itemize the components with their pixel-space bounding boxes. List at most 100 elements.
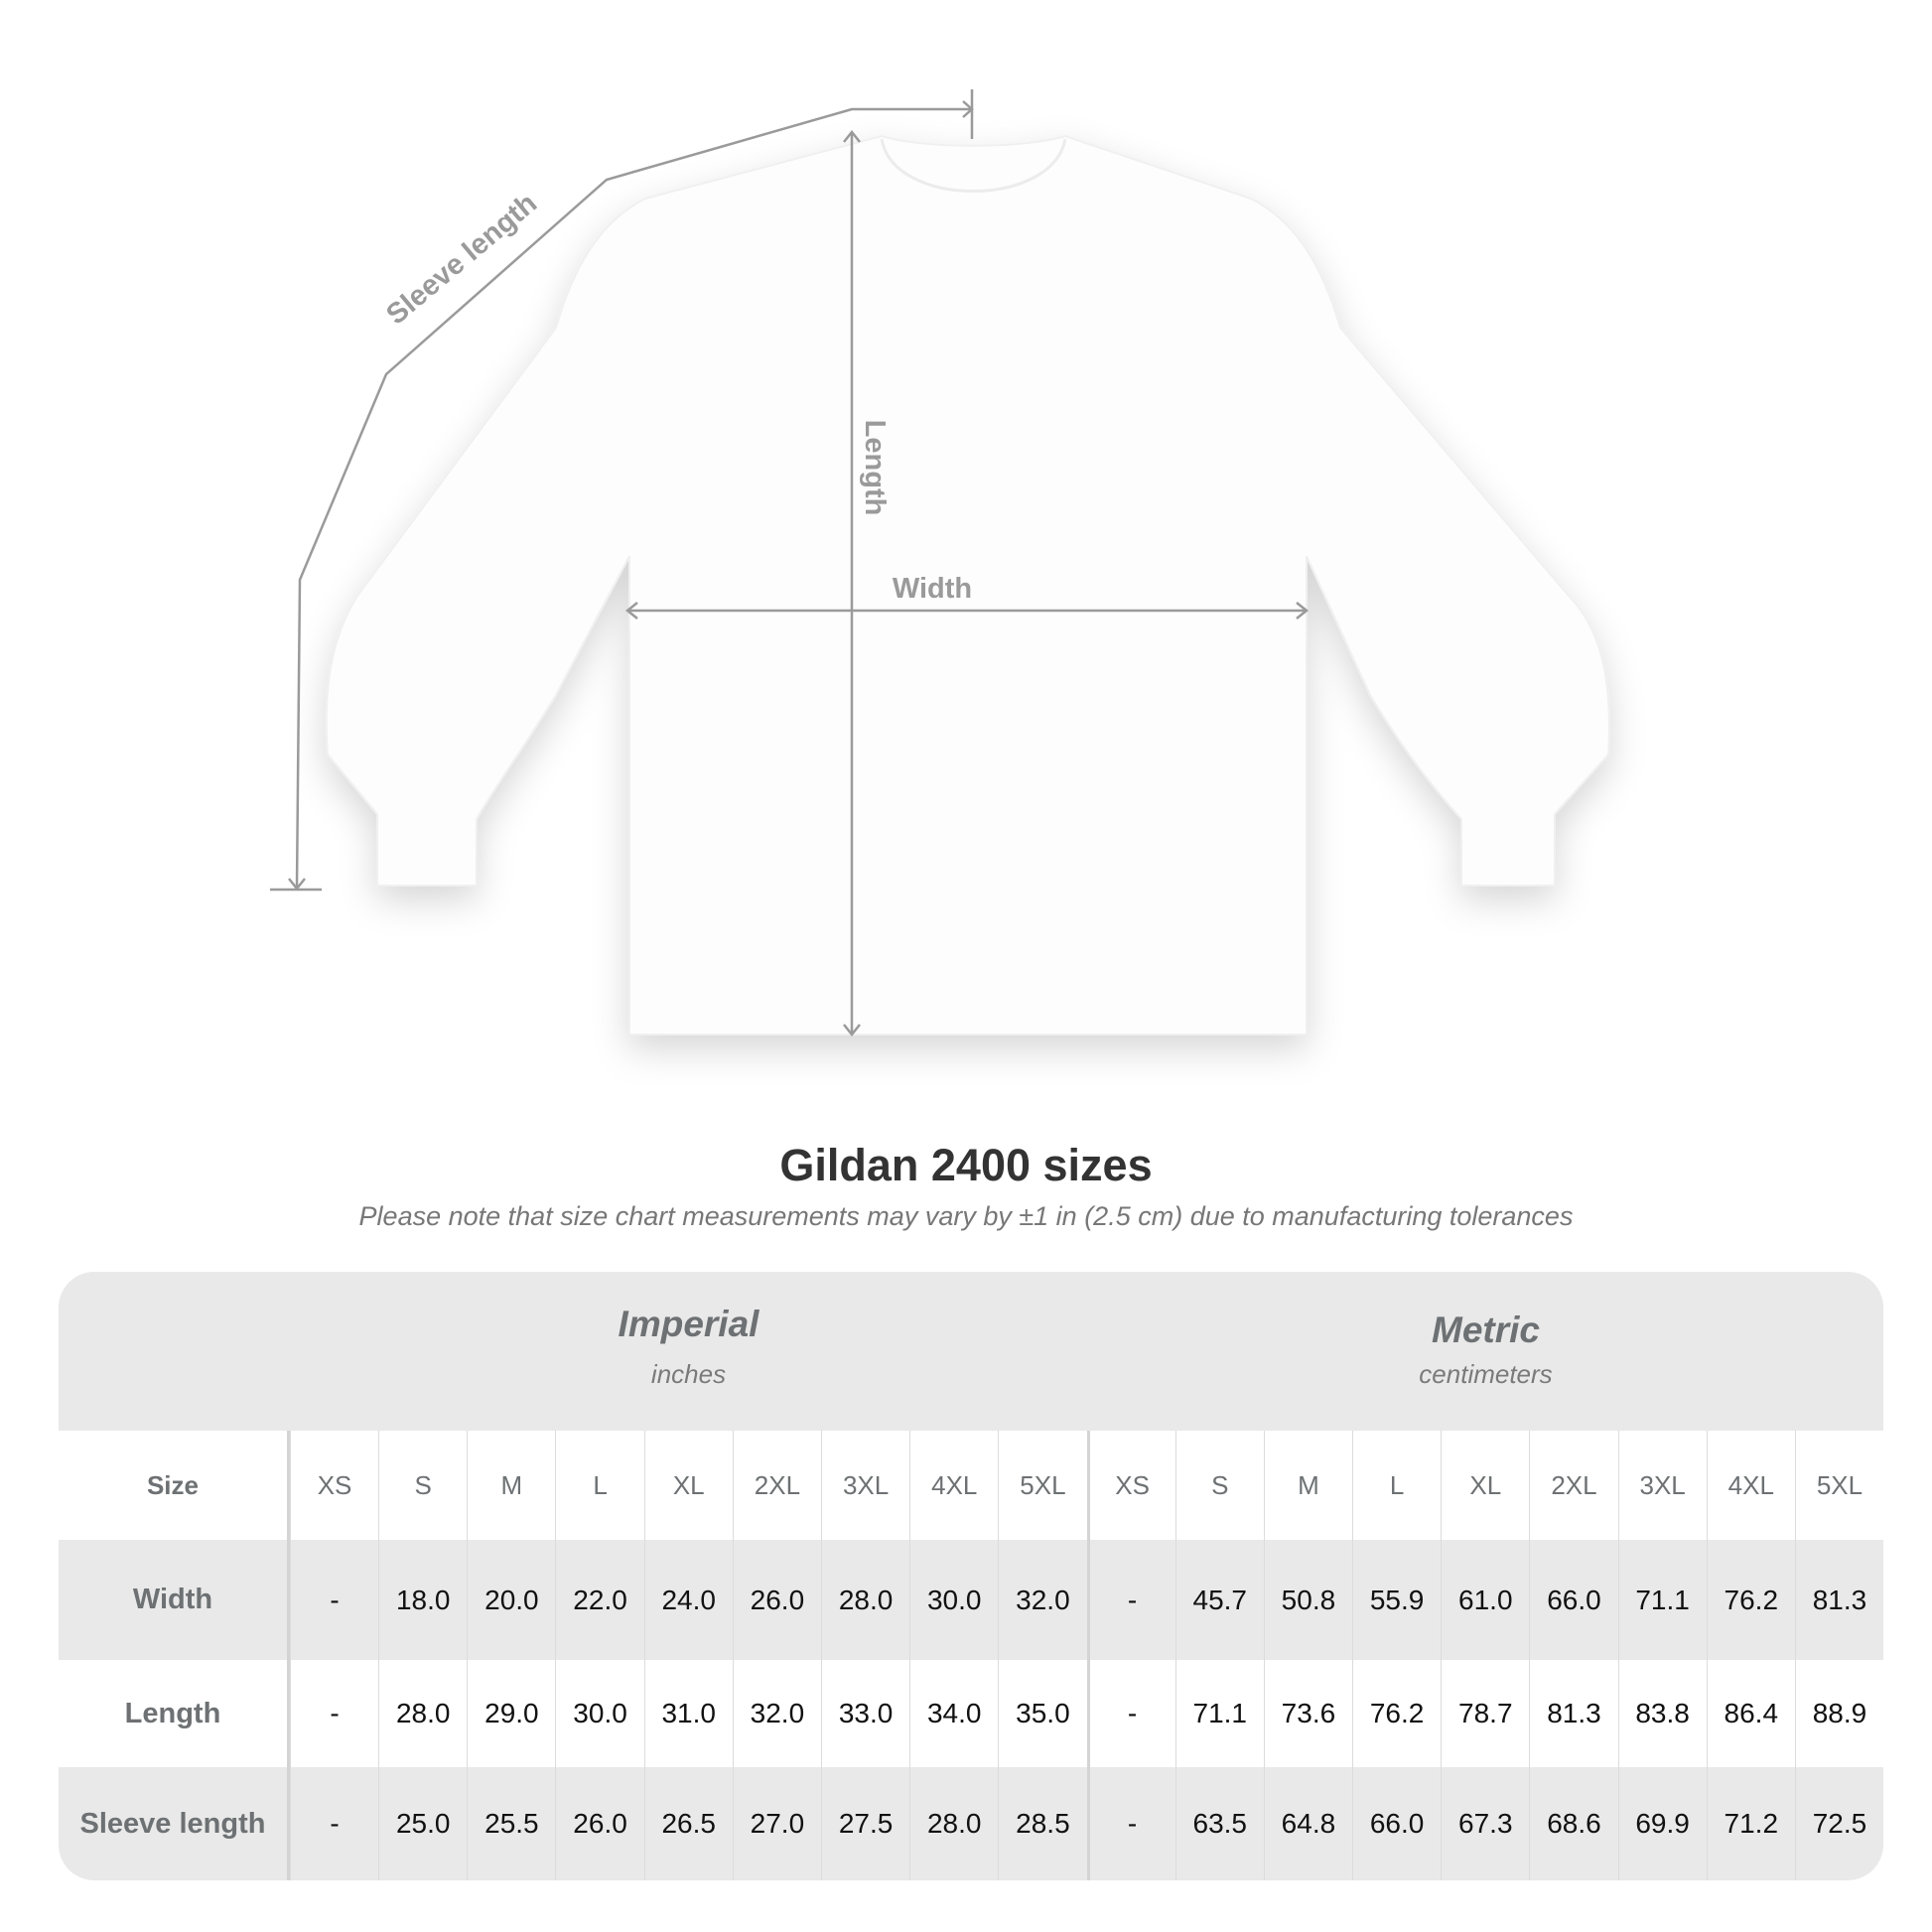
size-column-header: M [467,1431,555,1540]
imperial-value-cell: 29.0 [467,1660,555,1767]
row-label: Size [59,1431,290,1540]
imperial-value-cell: 27.0 [732,1767,821,1880]
imperial-value-cell: 28.0 [378,1660,467,1767]
metric-value-cell: 71.2 [1706,1767,1795,1880]
imperial-unit: inches [650,1359,727,1389]
metric-value-cell: 71.1 [1174,1660,1264,1767]
unit-header: Imperial inches Metric centimeters [59,1272,1883,1431]
neckline [880,138,1067,193]
metric-unit: centimeters [1419,1359,1553,1389]
table-row: Sleeve length -25.0 25.5 26.0 26.5 27.0 27.5 28… [59,1767,1883,1880]
metric-value-cell: 72.5 [1794,1767,1883,1880]
imperial-value-cell: 25.0 [378,1767,467,1880]
imperial-value-cell: 26.0 [555,1767,643,1880]
metric-value-cell: 73.6 [1263,1660,1352,1767]
width-arrow-right [1296,602,1310,620]
size-column-header: 3XL [1617,1431,1707,1540]
size-column-header: S [1174,1431,1264,1540]
imperial-value-cell: 28.5 [998,1767,1086,1880]
metric-value-cell: 81.3 [1794,1540,1883,1660]
metric-value-cell: 67.3 [1441,1767,1529,1880]
metric-value-cell: 45.7 [1174,1540,1264,1660]
imperial-group: Imperial inches [290,1304,1087,1390]
metric-value-cell: 88.9 [1794,1660,1883,1767]
imperial-value-cell: - [289,1540,378,1660]
size-column-header: M [1263,1431,1352,1540]
metric-value-cell: - [1086,1540,1175,1660]
table-row: Length -28.0 29.0 30.0 31.0 32.0 33.0 34.0 35.0-… [59,1660,1883,1767]
size-column-header: S [378,1431,467,1540]
imperial-value-cell: 28.0 [820,1540,909,1660]
metric-value-cell: 63.5 [1174,1767,1264,1880]
shirt-diagram: Sleeve length Length Width [270,89,1610,1037]
metric-group: Metric centimeters [1087,1310,1883,1390]
size-column-header: XL [1441,1431,1529,1540]
metric-value-cell: - [1086,1767,1175,1880]
metric-value-cell: 68.6 [1529,1767,1617,1880]
metric-value-cell: 64.8 [1263,1767,1352,1880]
imperial-value-cell: 31.0 [643,1660,733,1767]
imperial-value-cell: - [289,1660,378,1767]
imperial-value-cell: 32.0 [732,1660,821,1767]
sleeve-measure-line [295,107,972,889]
tolerance-note: Please note that size chart measurements… [358,1201,1574,1231]
page-title: Gildan 2400 sizes [779,1140,1153,1190]
size-column-header: 2XL [732,1431,821,1540]
imperial-value-cell: 20.0 [467,1540,555,1660]
size-column-header: XS [289,1431,378,1540]
metric-value-cell: 86.4 [1706,1660,1795,1767]
length-label: Length [859,420,891,516]
metric-value-cell: 50.8 [1263,1540,1352,1660]
metric-value-cell: 61.0 [1441,1540,1529,1660]
metric-value-cell: 78.7 [1441,1660,1529,1767]
imperial-value-cell: 30.0 [555,1660,643,1767]
long-sleeve-shirt [325,134,1610,1035]
imperial-value-cell: 28.0 [909,1767,998,1880]
metric-value-cell: 55.9 [1352,1540,1441,1660]
size-table: Imperial inches Metric centimeters Size X… [59,1272,1883,1880]
imperial-value-cell: 25.5 [467,1767,555,1880]
width-label: Width [893,573,972,605]
imperial-value-cell: 32.0 [998,1540,1086,1660]
size-column-header: L [1352,1431,1441,1540]
width-arrow-left [624,602,638,620]
metric-title: Metric [1432,1310,1540,1350]
size-column-header: 2XL [1529,1431,1617,1540]
table-row: Width -18.0 20.0 22.0 24.0 26.0 28.0 30.0 32.0-4… [59,1540,1883,1660]
row-label: Sleeve length [59,1767,290,1880]
metric-value-cell: - [1086,1660,1175,1767]
row-label: Length [59,1660,290,1767]
sleeve-arrow-top [962,100,974,118]
sleeve-arrow-bottom [288,878,306,892]
imperial-title: Imperial [618,1304,759,1344]
metric-value-cell: 76.2 [1352,1660,1441,1767]
size-column-header: XL [643,1431,733,1540]
imperial-value-cell: 30.0 [909,1540,998,1660]
imperial-value-cell: - [289,1767,378,1880]
metric-value-cell: 66.0 [1529,1540,1617,1660]
imperial-value-cell: 18.0 [378,1540,467,1660]
metric-value-cell: 76.2 [1706,1540,1795,1660]
imperial-value-cell: 22.0 [555,1540,643,1660]
imperial-value-cell: 27.5 [820,1767,909,1880]
size-column-header: 4XL [1706,1431,1795,1540]
length-arrow-top [843,129,861,143]
imperial-value-cell: 34.0 [909,1660,998,1767]
size-column-header: 5XL [998,1431,1086,1540]
metric-value-cell: 66.0 [1352,1767,1441,1880]
metric-value-cell: 71.1 [1617,1540,1707,1660]
imperial-value-cell: 35.0 [998,1660,1086,1767]
metric-value-cell: 69.9 [1617,1767,1707,1880]
imperial-value-cell: 33.0 [820,1660,909,1767]
metric-value-cell: 81.3 [1529,1660,1617,1767]
size-column-header: 4XL [909,1431,998,1540]
size-column-header: L [555,1431,643,1540]
length-arrow-bottom [843,1024,861,1037]
size-column-header: XS [1086,1431,1175,1540]
imperial-value-cell: 26.5 [643,1767,733,1880]
imperial-value-cell: 26.0 [732,1540,821,1660]
row-label: Width [59,1540,290,1660]
sleeve-length-label: Sleeve length [380,188,543,332]
imperial-value-cell: 24.0 [643,1540,733,1660]
metric-value-cell: 83.8 [1617,1660,1707,1767]
